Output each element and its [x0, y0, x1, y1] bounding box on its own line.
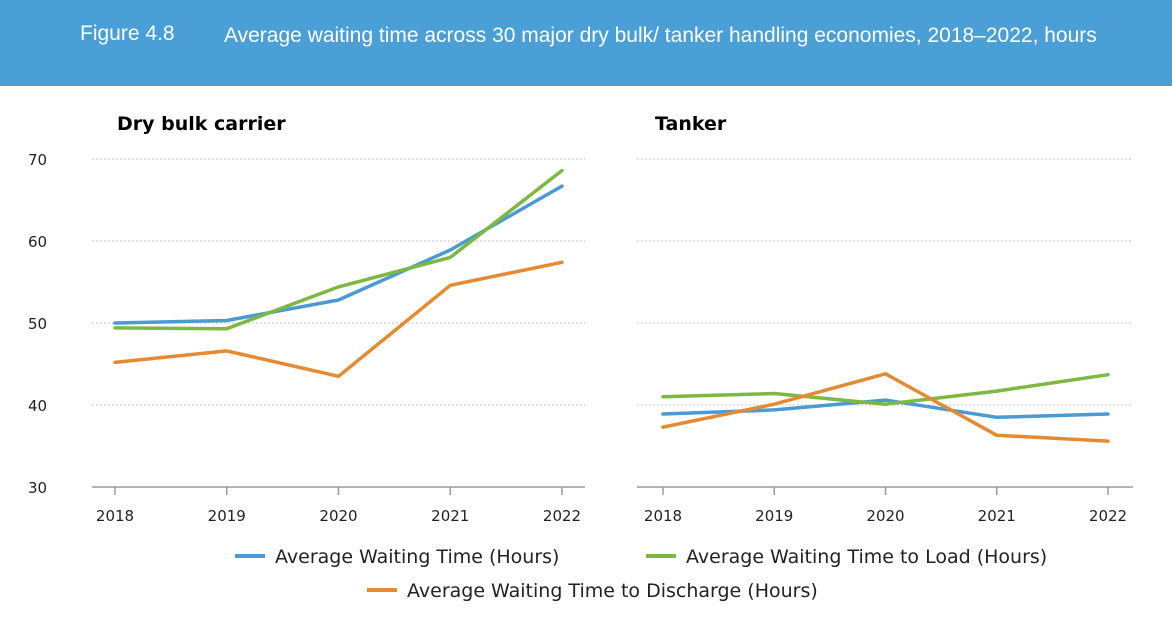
x-tick-label: 2022: [543, 507, 581, 525]
series-line-1-2: [661, 372, 1110, 443]
figure-header: Figure 4.8 Average waiting time across 3…: [0, 0, 1172, 86]
y-tick-label: 50: [28, 315, 47, 333]
y-tick-label: 40: [28, 397, 47, 415]
x-tick-label: 2021: [978, 507, 1016, 525]
x-tick-label: 2020: [319, 507, 357, 525]
series-line-1-1: [661, 372, 1110, 406]
panel-title: Tanker: [655, 113, 727, 135]
y-tick-label: 30: [28, 479, 47, 497]
figure-number: Figure 4.8: [80, 22, 175, 45]
x-tick-label: 2019: [755, 507, 793, 525]
legend-label: Average Waiting Time to Load (Hours): [686, 546, 1047, 568]
series-line-0-2: [113, 260, 564, 379]
series-line-0-0: [113, 184, 564, 325]
x-tick-label: 2018: [96, 507, 134, 525]
legend-label: Average Waiting Time (Hours): [275, 546, 559, 568]
panel-title: Dry bulk carrier: [117, 113, 286, 135]
x-tick-label: 2021: [431, 507, 469, 525]
x-tick-label: 2018: [644, 507, 682, 525]
series-line-0-1: [113, 168, 564, 331]
x-tick-label: 2022: [1089, 507, 1127, 525]
legend-label: Average Waiting Time to Discharge (Hours…: [407, 580, 818, 602]
y-tick-label: 60: [28, 233, 47, 251]
y-tick-label: 70: [28, 151, 47, 169]
figure-title: Average waiting time across 30 major dry…: [224, 24, 1097, 47]
x-tick-label: 2019: [208, 507, 246, 525]
x-tick-label: 2020: [866, 507, 904, 525]
